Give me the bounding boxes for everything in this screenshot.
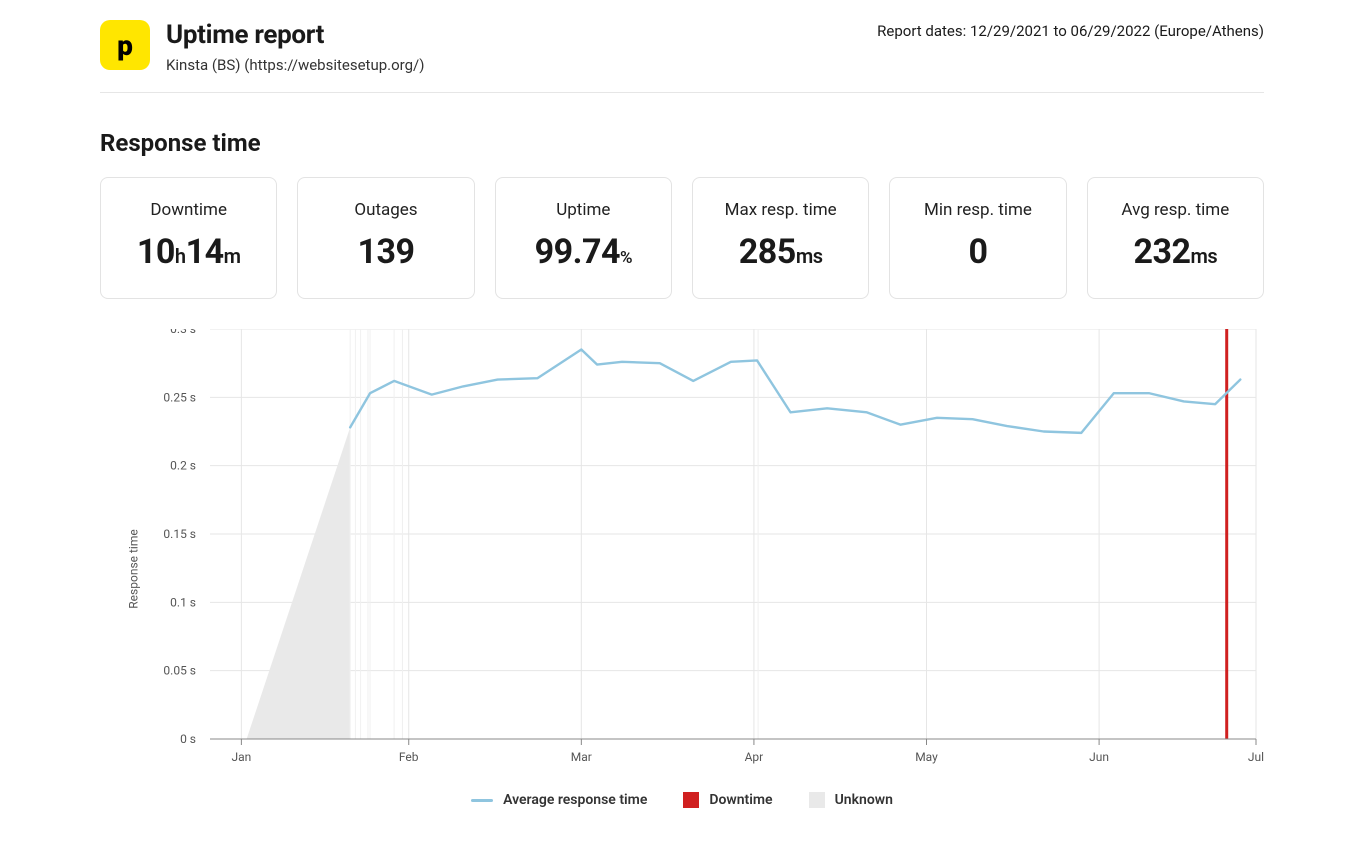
response-time-chart: Response time 0 s0.05 s0.1 s0.15 s0.2 s0… [100, 329, 1264, 808]
stat-card-value: 0 [898, 232, 1057, 272]
stat-card: Uptime 99.74% [495, 177, 672, 299]
svg-text:May: May [915, 750, 938, 764]
y-axis-label: Response time [127, 529, 141, 608]
svg-text:Feb: Feb [399, 750, 419, 764]
stat-card: Downtime 10h14m [100, 177, 277, 299]
legend-label-unknown: Unknown [835, 792, 893, 808]
svg-text:0.15 s: 0.15 s [163, 527, 196, 541]
logo-icon: p [100, 20, 150, 70]
stat-card-value: 285ms [701, 232, 860, 272]
stat-card: Outages 139 [297, 177, 474, 299]
stats-cards: Downtime 10h14m Outages 139 Uptime 99.74% Max … [100, 177, 1264, 299]
stat-card: Avg resp. time 232ms [1087, 177, 1264, 299]
svg-text:Mar: Mar [571, 750, 592, 764]
legend-line-icon [471, 799, 493, 802]
svg-text:0.05 s: 0.05 s [163, 664, 196, 678]
svg-text:0.1 s: 0.1 s [170, 595, 196, 609]
svg-text:Apr: Apr [745, 750, 764, 764]
svg-text:Jan: Jan [231, 750, 251, 764]
legend-item-downtime: Downtime [683, 792, 772, 808]
svg-text:0.2 s: 0.2 s [170, 459, 196, 473]
stat-card-value: 10h14m [109, 232, 268, 272]
stat-card-label: Outages [306, 200, 465, 220]
title-block: Uptime report Kinsta (BS) (https://websi… [166, 20, 424, 74]
stat-card-label: Uptime [504, 200, 663, 220]
stat-card-value: 139 [306, 232, 465, 272]
legend-label-downtime: Downtime [709, 792, 772, 808]
svg-text:0.25 s: 0.25 s [163, 390, 196, 404]
legend-label-avg: Average response time [503, 792, 647, 808]
legend-square-unknown-icon [809, 792, 825, 808]
stat-card-label: Avg resp. time [1096, 200, 1255, 220]
svg-text:Jun: Jun [1089, 750, 1109, 764]
header: p Uptime report Kinsta (BS) (https://web… [100, 20, 1264, 93]
page-title: Uptime report [166, 20, 424, 50]
svg-text:0.3 s: 0.3 s [170, 329, 196, 336]
stat-card: Min resp. time 0 [889, 177, 1066, 299]
section-title-response-time: Response time [100, 129, 1264, 157]
legend-item-avg: Average response time [471, 792, 647, 808]
page-subtitle: Kinsta (BS) (https://websitesetup.org/) [166, 56, 424, 74]
stat-card-label: Max resp. time [701, 200, 860, 220]
svg-text:Jul: Jul [1248, 750, 1264, 764]
stat-card-label: Min resp. time [898, 200, 1057, 220]
legend-square-downtime-icon [683, 792, 699, 808]
header-left: p Uptime report Kinsta (BS) (https://web… [100, 20, 424, 74]
stat-card-value: 232ms [1096, 232, 1255, 272]
chart-legend: Average response time Downtime Unknown [100, 792, 1264, 808]
stat-card-value: 99.74% [504, 232, 663, 272]
report-dates: Report dates: 12/29/2021 to 06/29/2022 (… [877, 22, 1264, 40]
chart-svg: 0 s 0.05 s 0.1 s 0.15 s 0.2 s 0.25 s 0.3 s Jan F… [100, 329, 1264, 774]
stat-card-label: Downtime [109, 200, 268, 220]
legend-item-unknown: Unknown [809, 792, 893, 808]
stat-card: Max resp. time 285ms [692, 177, 869, 299]
svg-text:0 s: 0 s [180, 732, 196, 746]
